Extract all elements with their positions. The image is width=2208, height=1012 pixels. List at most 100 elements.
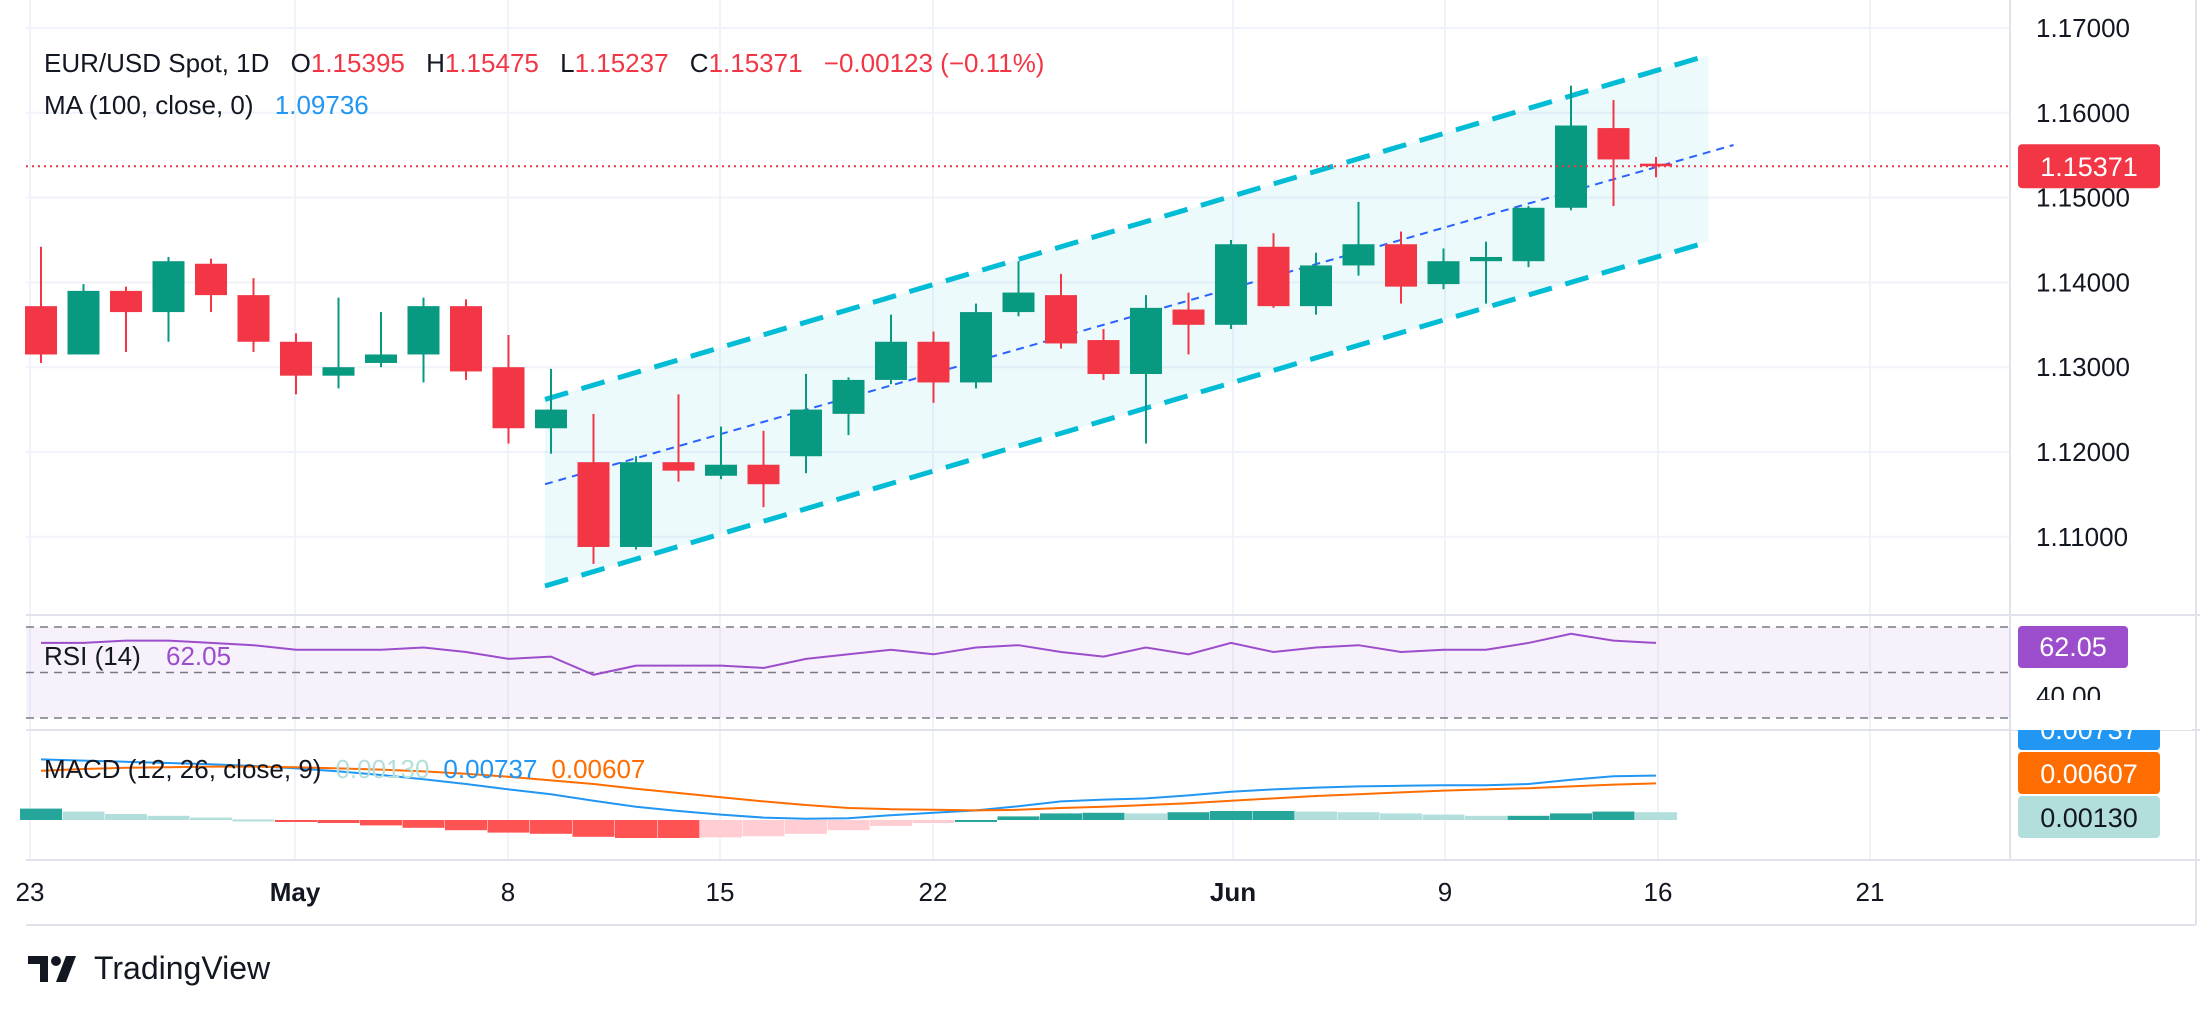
time-tick-label: 9 [1438, 877, 1452, 907]
macd-histogram-bar [1040, 813, 1082, 820]
macd-histogram-bar [1210, 811, 1252, 820]
macd-histogram-bar [1337, 812, 1380, 820]
candle-body [407, 306, 440, 355]
tradingview-logo[interactable]: TradingView [26, 950, 270, 987]
time-tick-label: Jun [1210, 877, 1256, 907]
macd-histogram-bar [997, 816, 1040, 820]
macd-histogram-bar [1550, 813, 1592, 820]
price-tick-label: 1.16000 [2036, 98, 2130, 128]
candle-body [662, 462, 695, 471]
low-value: 1.15237 [575, 48, 669, 78]
macd-badge [2018, 796, 2160, 838]
macd-histogram-bar [20, 808, 62, 820]
high-value: 1.15475 [445, 48, 539, 78]
macd-badge-text: 0.00130 [2040, 803, 2138, 833]
macd-histogram-bar [487, 820, 530, 833]
macd-histogram-bar [402, 820, 445, 828]
macd-badge-text: 0.00607 [2040, 759, 2138, 789]
candle-body [1257, 246, 1290, 307]
current-price-line: 1.15371 [26, 144, 2160, 189]
time-tick-label: 21 [1856, 877, 1885, 907]
ma-label: MA (100, close, 0) [44, 90, 254, 120]
tradingview-logo-icon [28, 955, 76, 982]
price-axis: 1.17000 1.16000 1.15000 1.14000 1.13000 1.120… [2036, 13, 2130, 552]
macd-histogram-bar [1125, 813, 1167, 820]
time-tick-label: 15 [706, 877, 735, 907]
time-tick-label: May [270, 877, 321, 907]
price-tick-label: 1.15000 [2036, 183, 2130, 213]
candle-body [67, 290, 100, 355]
macd-signal-line [40, 765, 1657, 812]
macd-histogram-bar [105, 814, 147, 820]
candle-body [1045, 295, 1077, 344]
candle-body [1002, 292, 1035, 313]
ma-value: 1.09736 [275, 90, 369, 120]
ohlc-legend: EUR/USD Spot, 1D O1.15395 H1.15475 L1.15… [44, 48, 1044, 78]
macd-histogram-bar [360, 820, 402, 826]
candle-body [1130, 307, 1162, 374]
current-price-badge-text: 1.15371 [2040, 152, 2138, 182]
candle-body [1215, 244, 1247, 325]
macd-legend-item: 0.00607 [551, 754, 645, 784]
macd-histogram-bar [572, 820, 615, 837]
macd-histogram-bar [700, 820, 742, 838]
candle-body [237, 295, 270, 342]
candle-body [1087, 340, 1120, 374]
candle-body [1470, 256, 1502, 262]
macd-histogram-bar [1507, 815, 1550, 820]
price-tick-label: 1.14000 [2036, 267, 2130, 297]
macd-histogram-bar [870, 820, 912, 826]
macd-histogram-bar [1295, 811, 1337, 820]
time-tick-label: 23 [16, 877, 45, 907]
macd-histogram-bar [657, 820, 700, 838]
macd-histogram-bar [1167, 812, 1210, 820]
macd-legend-item: 0.00737 [443, 754, 537, 784]
candle-body [1300, 265, 1332, 307]
macd-histogram-bar [147, 815, 190, 820]
macd-line [40, 758, 1657, 820]
macd-histogram-bar [275, 820, 317, 822]
badge-mask [2012, 700, 2192, 730]
price-tick-label: 1.17000 [2036, 13, 2130, 43]
candle-body [747, 464, 780, 485]
macd-badge [2018, 752, 2160, 794]
candle-body [450, 306, 482, 372]
candle-body [832, 379, 865, 414]
price-tick-label: 1.11000 [2036, 522, 2128, 552]
candle-body [960, 312, 992, 383]
channel-upper-line [544, 52, 1710, 402]
price-tick-label: 1.13000 [2036, 352, 2130, 382]
candle-body [1640, 163, 1672, 167]
candle-body [705, 464, 737, 476]
candle-body [535, 409, 567, 429]
macd-histogram-bar [62, 811, 105, 820]
change-value: −0.00123 (−0.11%) [824, 48, 1045, 78]
candle-body [1342, 244, 1375, 266]
time-tick-label: 16 [1644, 877, 1673, 907]
macd-histogram-bar [785, 820, 827, 834]
macd-histogram-bar [1082, 812, 1125, 820]
price-tick-label: 1.12000 [2036, 437, 2130, 467]
candle-body [917, 341, 950, 383]
current-price-badge [2018, 144, 2160, 189]
macd-histogram-bar [1465, 815, 1507, 820]
candle-body [492, 367, 525, 429]
channel-fill [545, 55, 1709, 586]
candle-body [152, 261, 185, 313]
macd-legend-item: 0.00130 [335, 754, 429, 784]
macd-histogram-bar [742, 820, 785, 837]
candle-body [577, 462, 610, 547]
candle-body [875, 341, 907, 380]
candle-body [1512, 207, 1545, 262]
macd-histogram-bar [445, 820, 487, 831]
candle-body [1597, 128, 1630, 160]
macd-histogram-bar [827, 820, 870, 831]
macd-histogram-bar [615, 820, 657, 838]
macd-histogram-bar [190, 817, 232, 820]
rsi-label: RSI (14) [44, 641, 141, 671]
time-tick-label: 22 [919, 877, 948, 907]
macd-histogram-bar [1422, 814, 1465, 820]
candle-body [1172, 309, 1205, 325]
